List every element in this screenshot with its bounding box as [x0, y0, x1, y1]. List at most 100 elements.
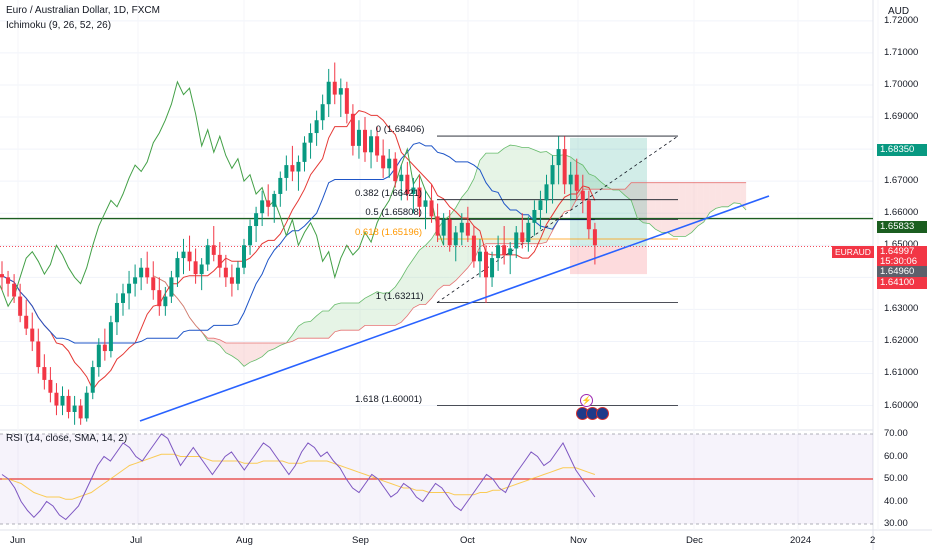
candle: [0, 261, 4, 291]
candle-body: [54, 392, 59, 406]
fib-level-label: 0.5 (1.65808): [365, 207, 422, 219]
senkou-b-line: [153, 182, 747, 344]
candles: [0, 62, 597, 425]
candle-body: [302, 142, 307, 162]
candle: [60, 386, 65, 416]
cloud-segment: [371, 291, 378, 326]
candle-body: [175, 258, 180, 278]
price-tick: 1.63000: [884, 303, 919, 315]
cloud-segment: [346, 303, 353, 331]
cloud-segment: [365, 295, 372, 326]
candle-body: [423, 200, 428, 207]
candle: [544, 174, 549, 214]
candle-body: [102, 344, 107, 352]
candle-body: [272, 193, 277, 207]
candle: [326, 68, 331, 118]
candle: [568, 161, 573, 201]
candle: [211, 226, 216, 262]
candle: [411, 177, 416, 214]
cloud-segment: [661, 182, 668, 233]
candle: [514, 226, 519, 259]
cloud-segment: [292, 326, 299, 342]
candle-body: [278, 177, 283, 194]
candle: [363, 117, 367, 162]
ichimoku-legend[interactable]: Ichimoku (9, 26, 52, 26): [6, 20, 112, 31]
candle: [350, 104, 355, 156]
candle: [562, 136, 567, 194]
price-tick: 1.60000: [884, 399, 919, 411]
fib-level-label: 0 (1.68406): [375, 124, 425, 136]
chart-title: Euro / Australian Dollar, 1D, FXCM: [6, 5, 160, 16]
candle-body: [260, 200, 265, 214]
cloud-segment: [298, 322, 305, 339]
price-tick: 1.72000: [884, 14, 919, 26]
candle: [66, 389, 71, 419]
cloud-segment: [667, 182, 674, 237]
cloud-segment: [407, 258, 414, 316]
target-price-tag: 1.68350: [877, 144, 927, 156]
cloud-segment: [540, 151, 547, 244]
cloud-segment: [685, 182, 692, 237]
cloud-segment: [510, 145, 517, 244]
candle-body: [441, 219, 446, 236]
candle-body: [90, 367, 95, 393]
candle: [332, 62, 337, 105]
candle-body: [532, 209, 537, 223]
candle-body: [405, 174, 410, 194]
price-tick: 1.61000: [884, 367, 919, 379]
candle-body: [114, 302, 119, 323]
candle-body: [308, 133, 313, 143]
candle-body: [387, 158, 392, 169]
rsi-ma-line: [2, 453, 596, 500]
candle: [290, 145, 295, 182]
candle-body: [356, 129, 361, 146]
candle: [54, 383, 59, 416]
candle-body: [417, 187, 422, 207]
cloud-segment: [213, 338, 220, 346]
cloud-segment: [244, 343, 250, 367]
candle: [121, 283, 125, 316]
annotations[interactable]: [139, 195, 770, 422]
candle-body: [127, 283, 132, 294]
chikou-line: [0, 80, 445, 308]
cloud-segment: [237, 343, 244, 367]
candle: [278, 171, 283, 207]
cloud-segment: [703, 182, 710, 222]
candle: [248, 219, 253, 255]
candle: [96, 338, 101, 377]
cloud-segment: [679, 182, 686, 237]
time-label: Jul: [130, 535, 143, 546]
rsi-legend[interactable]: RSI (14, close, SMA, 14, 2): [6, 433, 128, 444]
cloud-segment: [734, 182, 741, 204]
candle-body: [338, 88, 343, 95]
cloud-segment: [498, 148, 505, 244]
rsi-tick: 40.00: [884, 495, 908, 507]
candle-body: [12, 283, 17, 297]
flag-event-icon[interactable]: [596, 407, 609, 420]
candle-body: [242, 245, 246, 268]
candle: [369, 129, 374, 169]
candle: [157, 277, 162, 316]
lightning-event-icon[interactable]: ⚡: [580, 394, 593, 407]
candle: [114, 293, 119, 336]
candle-body: [18, 296, 23, 316]
candle: [532, 200, 537, 236]
candle-body: [205, 245, 210, 265]
cloud-segment: [395, 278, 402, 326]
fibonacci-levels[interactable]: [436, 135, 679, 406]
candle-body: [592, 229, 597, 246]
cloud-segment: [655, 182, 662, 233]
candle: [344, 81, 349, 124]
cloud-segment: [473, 160, 480, 260]
currency-label[interactable]: AUD: [888, 6, 910, 17]
candle-body: [42, 367, 47, 380]
candle: [223, 254, 228, 287]
candle: [139, 258, 144, 291]
candle: [538, 190, 543, 230]
candle-body: [568, 174, 573, 185]
time-label: Aug: [236, 535, 253, 546]
fib-level-label: 0.382 (1.66421): [355, 187, 423, 199]
candle-body: [350, 113, 355, 146]
candle-body: [586, 200, 591, 230]
